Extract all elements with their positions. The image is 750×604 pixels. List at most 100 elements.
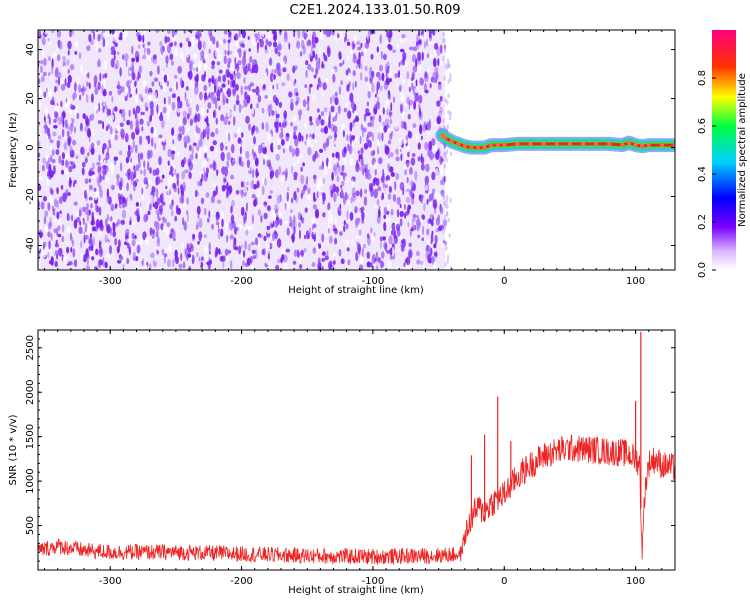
noise-speck	[138, 93, 143, 100]
noise-speck	[291, 148, 296, 157]
noise-speck	[360, 157, 364, 166]
noise-speck	[245, 150, 250, 159]
noise-speck	[359, 188, 363, 198]
noise-speck	[318, 81, 323, 88]
noise-speck	[264, 203, 267, 208]
noise-speck	[179, 118, 183, 127]
noise-speck	[74, 41, 79, 48]
noise-speck	[207, 155, 212, 162]
noise-speck	[255, 127, 259, 134]
noise-speck	[215, 127, 219, 135]
noise-speck	[269, 60, 273, 65]
noise-speck	[294, 220, 298, 229]
noise-speck	[46, 202, 51, 211]
noise-speck	[183, 135, 187, 145]
noise-speck	[312, 94, 316, 101]
noise-speck	[283, 35, 288, 43]
noise-speck	[356, 40, 361, 46]
noise-speck	[362, 120, 367, 127]
noise-speck	[273, 68, 279, 74]
noise-speck	[302, 162, 305, 167]
noise-speck	[50, 64, 54, 75]
noise-speck	[95, 219, 100, 229]
noise-speck	[194, 189, 198, 198]
noise-speck	[280, 256, 283, 264]
noise-speck	[74, 51, 78, 55]
noise-speck	[420, 163, 425, 171]
noise-speck	[382, 121, 385, 126]
noise-speck	[265, 258, 271, 266]
noise-speck	[410, 197, 415, 205]
noise-speck	[321, 93, 324, 98]
noise-speck	[196, 145, 200, 151]
noise-speck	[216, 85, 222, 91]
noise-speck	[137, 71, 140, 81]
trace-point	[594, 141, 599, 147]
noise-speck	[382, 168, 385, 178]
noise-speck	[90, 224, 92, 234]
noise-speck	[392, 194, 397, 202]
noise-speck	[414, 170, 418, 181]
noise-speck	[135, 256, 139, 262]
noise-speck	[395, 223, 401, 231]
noise-speck	[201, 256, 204, 262]
noise-speck	[324, 255, 329, 261]
noise-speck	[312, 133, 315, 140]
noise-speck	[192, 64, 197, 69]
noise-speck	[399, 210, 405, 218]
noise-speck	[105, 152, 110, 161]
noise-speck	[67, 49, 70, 56]
noise-speck	[104, 234, 108, 243]
noise-speck	[98, 231, 101, 236]
noise-speck	[169, 159, 173, 166]
noise-speck	[366, 172, 372, 180]
noise-speck	[210, 195, 215, 204]
noise-speck	[430, 193, 434, 202]
noise-speck	[231, 161, 235, 167]
noise-speck	[343, 220, 346, 225]
noise-speck	[273, 41, 277, 48]
x-tick-label: 100	[626, 276, 645, 287]
noise-speck	[322, 82, 327, 91]
noise-speck	[143, 30, 146, 34]
noise-speck	[284, 262, 289, 270]
noise-speck	[321, 233, 325, 243]
noise-speck	[102, 121, 105, 130]
noise-speck	[250, 265, 255, 270]
noise-edge-speck	[446, 254, 450, 260]
noise-speck	[126, 258, 130, 265]
noise-speck	[106, 188, 110, 199]
noise-speck	[68, 214, 71, 221]
noise-speck	[171, 229, 176, 239]
noise-speck	[141, 267, 146, 270]
noise-speck	[210, 91, 213, 101]
noise-speck	[412, 217, 416, 222]
noise-speck	[293, 249, 298, 257]
noise-speck	[251, 249, 256, 254]
noise-speck	[238, 245, 242, 255]
noise-edge-speck	[443, 37, 446, 43]
noise-speck	[337, 105, 341, 115]
noise-speck	[402, 51, 407, 61]
noise-speck	[44, 121, 47, 126]
noise-speck	[226, 181, 229, 192]
noise-speck	[322, 212, 326, 218]
noise-speck	[132, 107, 136, 115]
noise-speck	[38, 247, 41, 251]
noise-speck	[226, 234, 229, 243]
noise-speck	[307, 194, 312, 201]
noise-speck	[367, 90, 371, 99]
noise-speck	[431, 220, 434, 227]
noise-speck	[364, 65, 368, 72]
noise-speck	[167, 259, 171, 268]
noise-edge-speck	[448, 232, 451, 238]
noise-speck	[38, 184, 42, 191]
noise-speck	[61, 169, 64, 175]
noise-speck	[104, 218, 108, 226]
noise-speck	[38, 88, 41, 95]
noise-speck	[350, 48, 354, 56]
noise-speck	[239, 146, 242, 155]
noise-speck	[439, 206, 444, 215]
colorbar-tick-label: 0.4	[697, 166, 708, 182]
noise-speck	[164, 247, 168, 254]
